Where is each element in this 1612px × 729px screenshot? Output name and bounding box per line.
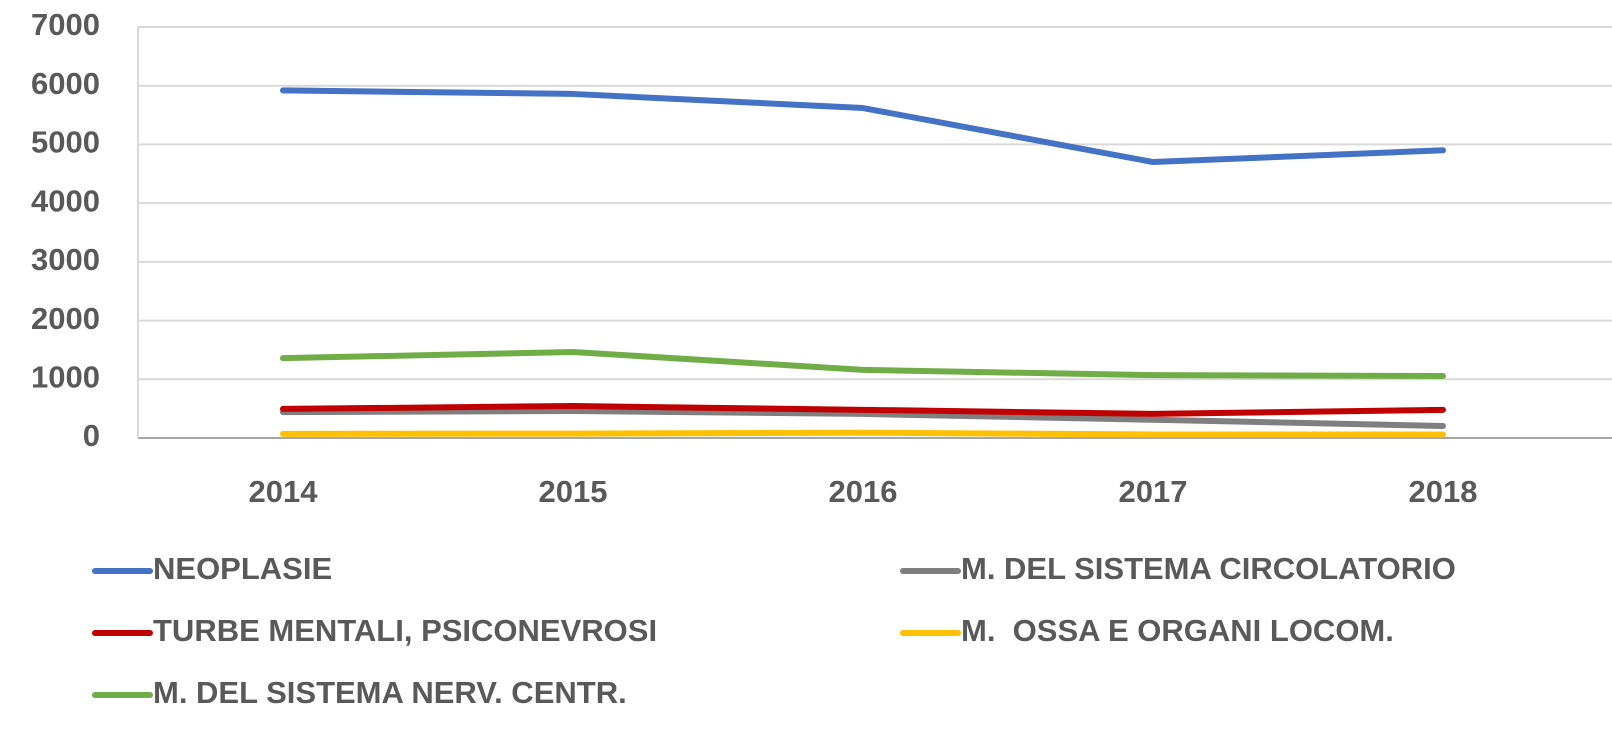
legend-label: M. OSSA E ORGANI LOCOM. — [961, 613, 1394, 648]
y-tick-label: 2000 — [31, 301, 100, 336]
x-tick-label: 2016 — [829, 474, 898, 509]
series-line — [280, 403, 1446, 417]
legend-label: NEOPLASIE — [153, 551, 332, 586]
legend-label: TURBE MENTALI, PSICONEVROSI — [153, 613, 657, 648]
legend-label: M. DEL SISTEMA NERV. CENTR. — [153, 675, 627, 710]
legend-label: M. DEL SISTEMA CIRCOLATORIO — [961, 551, 1456, 586]
x-tick-label: 2018 — [1409, 474, 1478, 509]
y-tick-label: 4000 — [31, 183, 100, 218]
y-tick-label: 0 — [83, 418, 100, 453]
x-tick-label: 2014 — [249, 474, 319, 509]
x-tick-label: 2015 — [539, 474, 608, 509]
y-tick-label: 6000 — [31, 66, 100, 101]
x-tick-label: 2017 — [1119, 474, 1188, 509]
y-tick-label: 1000 — [31, 359, 100, 394]
y-tick-label: 5000 — [31, 125, 100, 160]
series-line — [280, 429, 1446, 438]
y-tick-label: 7000 — [31, 7, 100, 42]
y-tick-label: 3000 — [31, 242, 100, 277]
series-line — [280, 407, 1446, 429]
series-line — [280, 87, 1446, 166]
series-line — [280, 348, 1446, 380]
